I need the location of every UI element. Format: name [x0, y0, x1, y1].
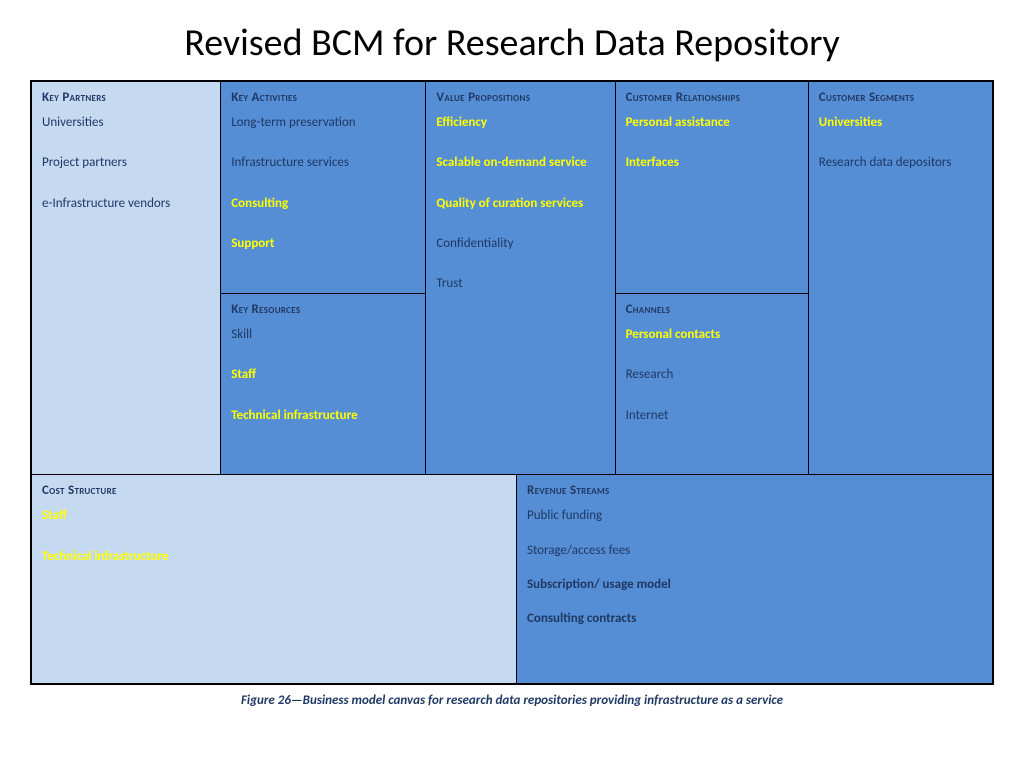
- item-highlighted: Efficiency: [436, 115, 604, 131]
- heading-customer-segments: Customer Segments: [819, 90, 982, 105]
- block-key-activities: Key Activities Long-term preservation In…: [221, 82, 425, 294]
- item: Public funding: [527, 508, 982, 524]
- block-customer-segments: Customer Segments Universities Research …: [809, 82, 992, 474]
- item: Subscription/ usage model: [527, 577, 982, 593]
- heading-key-activities: Key Activities: [231, 90, 415, 105]
- item: Trust: [436, 276, 604, 292]
- item: Storage/access fees: [527, 543, 982, 559]
- item: Confidentiality: [436, 236, 604, 252]
- block-key-resources: Key Resources Skill Staff Technical infr…: [221, 294, 425, 474]
- heading-key-partners: Key Partners: [42, 90, 210, 105]
- item: Internet: [626, 408, 798, 424]
- item-highlighted: Staff: [42, 508, 506, 524]
- col-key-activities-resources: Key Activities Long-term preservation In…: [221, 82, 426, 474]
- item: Universities: [42, 115, 210, 131]
- block-revenue-streams: Revenue Streams Public funding Storage/a…: [517, 475, 992, 683]
- item-highlighted: Personal assistance: [626, 115, 798, 131]
- item: Long-term preservation: [231, 115, 415, 131]
- block-key-partners: Key Partners Universities Project partne…: [32, 82, 220, 474]
- item-highlighted: Interfaces: [626, 155, 798, 171]
- col-customer-segments: Customer Segments Universities Research …: [809, 82, 992, 474]
- item-highlighted: Universities: [819, 115, 982, 131]
- canvas-top-row: Key Partners Universities Project partne…: [32, 82, 992, 474]
- heading-customer-relationships: Customer Relationships: [626, 90, 798, 105]
- figure-caption: Figure 26—Business model canvas for rese…: [30, 693, 994, 708]
- item-highlighted: Technical infrastructure: [231, 408, 415, 424]
- canvas-bottom-row: Cost Structure Staff Technical infrastru…: [32, 474, 992, 683]
- item-highlighted: Support: [231, 236, 415, 252]
- item: e-Infrastructure vendors: [42, 196, 210, 212]
- item-highlighted: Staff: [231, 367, 415, 383]
- item-highlighted: Personal contacts: [626, 327, 798, 343]
- block-customer-relationships: Customer Relationships Personal assistan…: [616, 82, 808, 294]
- heading-key-resources: Key Resources: [231, 302, 415, 317]
- heading-revenue-streams: Revenue Streams: [527, 483, 982, 498]
- item-highlighted: Scalable on-demand service: [436, 155, 604, 171]
- col-cost-structure: Cost Structure Staff Technical infrastru…: [32, 475, 517, 683]
- item-highlighted: Consulting: [231, 196, 415, 212]
- item: Infrastructure services: [231, 155, 415, 171]
- col-customer-rel-channels: Customer Relationships Personal assistan…: [616, 82, 809, 474]
- block-cost-structure: Cost Structure Staff Technical infrastru…: [32, 475, 516, 683]
- item-highlighted: Quality of curation services: [436, 196, 604, 212]
- item: Research data depositors: [819, 155, 982, 171]
- bcm-canvas: Key Partners Universities Project partne…: [30, 80, 994, 685]
- heading-channels: Channels: [626, 302, 798, 317]
- col-revenue-streams: Revenue Streams Public funding Storage/a…: [517, 475, 992, 683]
- heading-value-propositions: Value Propositions: [436, 90, 604, 105]
- item: Research: [626, 367, 798, 383]
- item: Consulting contracts: [527, 611, 982, 627]
- col-key-partners: Key Partners Universities Project partne…: [32, 82, 221, 474]
- col-value-propositions: Value Propositions Efficiency Scalable o…: [426, 82, 615, 474]
- block-value-propositions: Value Propositions Efficiency Scalable o…: [426, 82, 614, 474]
- item: Skill: [231, 327, 415, 343]
- block-channels: Channels Personal contacts Research Inte…: [616, 294, 808, 474]
- slide-title: Revised BCM for Research Data Repository: [30, 20, 994, 66]
- item: Project partners: [42, 155, 210, 171]
- item-highlighted: Technical infrastructure: [42, 549, 506, 565]
- heading-cost-structure: Cost Structure: [42, 483, 506, 498]
